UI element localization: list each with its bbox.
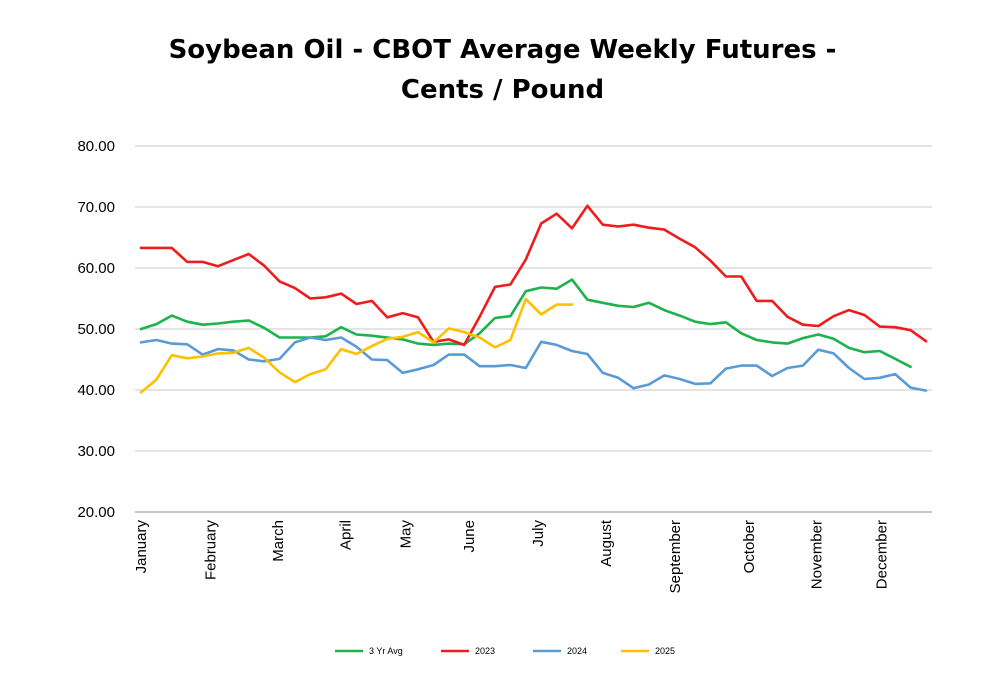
x-axis-ticks: January February March April May June July Augu… [133,519,890,593]
x-tick-label: June [461,520,478,553]
chart-title-line-1: Soybean Oil - CBOT Average Weekly Future… [168,35,837,65]
y-tick-label: 70.00 [77,199,115,216]
legend-item: 2024 [533,646,587,656]
y-tick-label: 50.00 [77,321,115,338]
legend: 3 Yr Avg 2023 2024 2025 [335,646,675,656]
series-line-2 [139,204,928,347]
x-tick-label: May [398,520,415,549]
y-tick-label: 80.00 [77,138,115,155]
series-lines [139,204,928,394]
y-axis-ticks: 20.00 30.00 40.00 50.00 60.00 70.00 80.00 [77,138,115,521]
legend-label: 2024 [567,646,587,656]
y-tick-label: 60.00 [77,260,115,277]
legend-item: 2025 [621,646,675,656]
series-line-3 [139,336,928,392]
x-tick-label: January [133,520,150,574]
legend-label: 3 Yr Avg [369,646,403,656]
series-line-1 [139,278,912,369]
x-tick-label: October [741,520,758,573]
x-tick-label: March [270,520,287,562]
legend-label: 2025 [655,646,675,656]
chart-title-line-2: Cents / Pound [400,75,605,105]
y-tick-label: 30.00 [77,443,115,460]
legend-item: 3 Yr Avg [335,646,403,656]
x-tick-label: August [598,519,615,567]
x-tick-label: September [667,520,684,593]
x-tick-label: February [202,520,219,581]
series-line-4 [139,297,574,394]
y-tick-label: 40.00 [77,382,115,399]
x-tick-label: December [873,520,890,589]
legend-label: 2023 [475,646,495,656]
x-tick-label: April [338,520,355,550]
y-tick-label: 20.00 [77,504,115,521]
x-tick-label: November [809,520,826,589]
chart-title: Soybean Oil - CBOT Average Weekly Future… [0,30,1005,110]
gridlines [135,145,932,513]
x-tick-label: July [530,520,547,547]
legend-item: 2023 [441,646,495,656]
